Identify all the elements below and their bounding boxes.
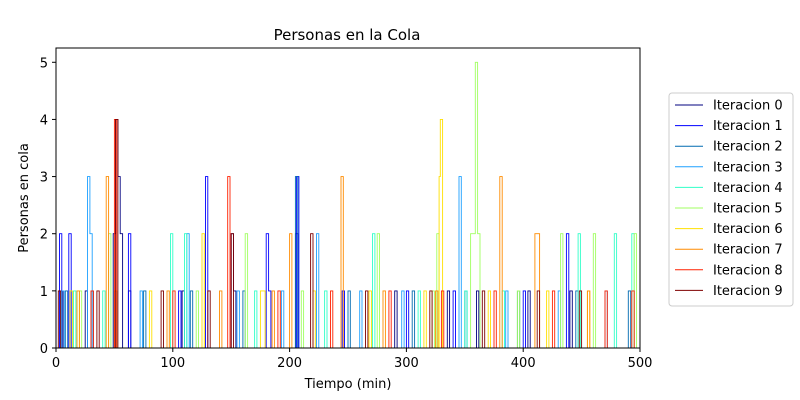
x-tick-label: 500: [628, 356, 653, 371]
y-axis: 0 1 2 3 4 5: [40, 56, 56, 357]
series-line-3: [56, 176, 640, 349]
legend-label-7: Iteracion 7: [713, 243, 783, 258]
y-tick-label: 2: [40, 228, 48, 243]
x-axis: 0 100 200 300 400 500: [52, 348, 653, 371]
y-tick-label: 0: [40, 342, 48, 357]
plot-frame: [55, 47, 641, 349]
legend-label-5: Iteracion 5: [713, 202, 783, 217]
legend-label-8: Iteracion 8: [713, 263, 783, 278]
series-layer: [56, 61, 640, 349]
x-tick-label: 0: [52, 356, 60, 371]
y-tick-label: 1: [40, 285, 48, 300]
chart-title: Personas en la Cola: [274, 26, 421, 44]
legend-label-3: Iteracion 3: [713, 160, 783, 175]
legend-label-6: Iteracion 6: [713, 222, 783, 237]
y-axis-label: Personas en cola: [17, 143, 32, 253]
legend-label-9: Iteracion 9: [713, 284, 783, 299]
legend-label-4: Iteracion 4: [713, 181, 783, 196]
y-tick-label: 4: [40, 113, 48, 128]
y-tick-label: 3: [40, 171, 48, 186]
x-tick-label: 400: [511, 356, 536, 371]
legend-label-1: Iteracion 1: [713, 119, 783, 134]
legend-label-2: Iteracion 2: [713, 140, 783, 155]
x-tick-label: 300: [394, 356, 419, 371]
x-tick-label: 100: [160, 356, 185, 371]
y-tick-label: 5: [40, 56, 48, 71]
legend-label-0: Iteracion 0: [713, 99, 783, 114]
x-axis-label: Tiempo (min): [304, 377, 392, 392]
x-tick-label: 200: [277, 356, 302, 371]
legend: Iteracion 0 Iteracion 1 Iteracion 2 Iteraci…: [668, 92, 794, 307]
